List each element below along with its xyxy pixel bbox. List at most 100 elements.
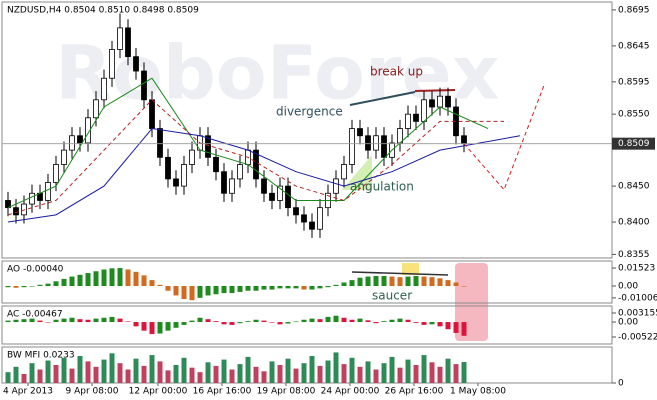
candle-body: [317, 207, 323, 230]
candle-body: [365, 135, 371, 151]
histogram-bar: [93, 366, 99, 383]
histogram-bar: [285, 286, 291, 289]
histogram-bar: [285, 322, 291, 324]
histogram-bar: [101, 317, 107, 323]
candle-body: [149, 99, 155, 129]
histogram-bar: [53, 319, 59, 323]
indicator-line: [7, 128, 521, 223]
annotation: angulation: [350, 180, 414, 194]
y-tick-label: 0.8550: [618, 110, 650, 120]
y-tick-label: 0: [618, 379, 624, 389]
histogram-bar: [29, 363, 35, 383]
histogram-bar: [125, 321, 131, 323]
histogram-bar: [117, 268, 123, 287]
histogram-bar: [197, 372, 203, 383]
histogram-bar: [437, 278, 443, 287]
x-tick-label: 24 Apr 00:00: [321, 387, 380, 397]
histogram-bar: [365, 361, 371, 383]
histogram-bar: [461, 286, 467, 287]
candle-body: [461, 135, 467, 145]
candle-body: [357, 128, 363, 137]
histogram-bar: [349, 357, 355, 383]
histogram-bar: [277, 365, 283, 383]
histogram-bar: [341, 317, 347, 323]
histogram-bar: [189, 367, 195, 383]
histogram-bar: [61, 278, 67, 287]
y-tick-label: 0.003155: [618, 309, 657, 319]
candle-body: [221, 171, 227, 194]
histogram-bar: [85, 319, 91, 323]
histogram-bar: [141, 322, 147, 331]
histogram-bar: [309, 286, 315, 290]
panel-frame: [1, 260, 613, 304]
histogram-bar: [413, 322, 419, 323]
histogram-bar: [245, 356, 251, 383]
histogram-bar: [253, 319, 259, 323]
histogram-bar: [397, 277, 403, 287]
x-tick-label: 12 Apr 00:00: [129, 387, 188, 397]
candle-body: [189, 149, 195, 165]
x-tick-label: 19 Apr 08:00: [257, 387, 316, 397]
histogram-bar: [205, 319, 211, 323]
histogram-bar: [181, 322, 187, 325]
histogram-bar: [341, 364, 347, 383]
histogram-bar: [181, 357, 187, 383]
histogram-bar: [165, 322, 171, 331]
histogram-bar: [389, 319, 395, 323]
histogram-bar: [37, 284, 43, 287]
candle-body: [117, 27, 123, 50]
y-tick-label: 0.8355: [618, 250, 650, 260]
price-label-box: [612, 137, 655, 150]
panel-frame: [1, 346, 613, 384]
candle-body: [229, 178, 235, 194]
indicator-line: [463, 85, 545, 191]
candle-body: [53, 164, 59, 183]
panel-frame: [1, 1, 613, 259]
histogram-bar: [213, 365, 219, 383]
histogram-bar: [381, 275, 387, 287]
histogram-bar: [197, 317, 203, 323]
histogram-bar: [93, 271, 99, 287]
histogram-bar: [213, 321, 219, 323]
histogram-bar: [5, 286, 11, 288]
histogram-bar: [301, 286, 307, 290]
candle-body: [29, 192, 35, 205]
x-tick-label: 1 May 08:00: [450, 387, 506, 397]
candle-body: [373, 135, 379, 151]
panel-title: BW MFI 0.0233: [7, 351, 75, 361]
histogram-bar: [317, 365, 323, 383]
x-tick-label: 4 Apr 2013: [3, 387, 53, 397]
histogram-bar: [53, 281, 59, 287]
histogram-bar: [357, 318, 363, 323]
histogram-bar: [221, 322, 227, 325]
divergence-line: [349, 91, 416, 106]
histogram-bar: [133, 271, 139, 287]
candle-body: [349, 128, 355, 165]
x-tick-label: 9 Apr 08:00: [66, 387, 119, 397]
histogram-bar: [365, 276, 371, 287]
histogram-bar: [317, 319, 323, 323]
histogram-bar: [397, 367, 403, 383]
histogram-bar: [461, 362, 467, 383]
candle-body: [141, 70, 147, 101]
histogram-bar: [29, 286, 35, 287]
histogram-bar: [341, 282, 347, 287]
histogram-bar: [93, 318, 99, 323]
panel-title: NZDUSD,H4 0.8504 0.8510 0.8498 0.8509: [7, 6, 199, 16]
histogram-bar: [293, 286, 299, 289]
histogram-bar: [429, 362, 435, 383]
histogram-bar: [445, 322, 451, 330]
candle-body: [301, 214, 307, 223]
histogram-bar: [461, 322, 467, 336]
histogram-bar: [45, 360, 51, 383]
histogram-bar: [253, 366, 259, 383]
angulation-shape: [342, 155, 372, 190]
candle-body: [405, 113, 411, 129]
histogram-bar: [109, 268, 115, 287]
histogram-bar: [453, 322, 459, 333]
histogram-bar: [245, 286, 251, 291]
indicator-line: [7, 77, 489, 209]
histogram-bar: [381, 321, 387, 323]
histogram-bar: [309, 318, 315, 323]
